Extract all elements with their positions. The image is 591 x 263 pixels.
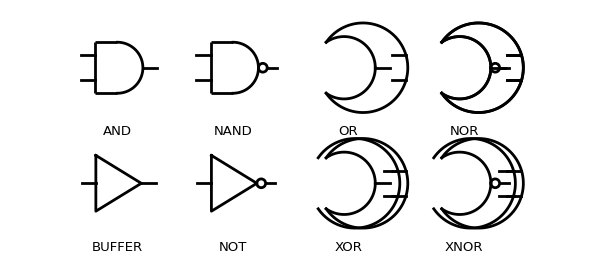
Text: NOR: NOR — [449, 125, 479, 138]
Text: OR: OR — [339, 125, 358, 138]
Text: XOR: XOR — [335, 241, 362, 254]
Text: AND: AND — [103, 125, 132, 138]
Text: BUFFER: BUFFER — [92, 241, 143, 254]
Text: XNOR: XNOR — [445, 241, 483, 254]
Text: NAND: NAND — [213, 125, 252, 138]
Text: NOT: NOT — [219, 241, 247, 254]
